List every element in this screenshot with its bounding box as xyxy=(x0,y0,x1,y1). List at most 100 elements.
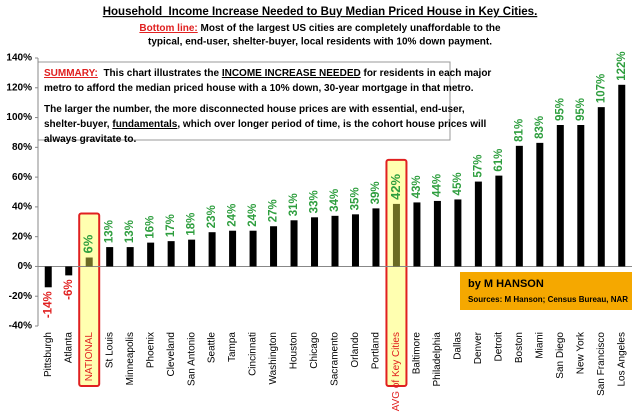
bar xyxy=(372,208,380,267)
summary-segment: This chart illustrates the xyxy=(98,68,222,79)
bar xyxy=(270,226,278,267)
value-label: 27% xyxy=(268,199,280,222)
summary-line: metro to afford the median priced house … xyxy=(44,83,474,94)
x-tick-label: Baltimore xyxy=(412,332,423,375)
author-box xyxy=(460,272,632,310)
bar xyxy=(290,220,298,267)
value-label: 18% xyxy=(186,213,198,236)
author: by M HANSON xyxy=(468,278,544,290)
subtitle: Bottom line: Most of the largest US citi… xyxy=(139,23,501,34)
x-tick-label: Orlando xyxy=(350,332,361,368)
highlight-box xyxy=(385,158,408,387)
y-tick-label: 20% xyxy=(12,231,32,242)
subtitle-lead: Bottom line: xyxy=(139,23,197,34)
y-tick-label: 80% xyxy=(12,142,32,153)
summary-segment: The larger the number, the more disconne… xyxy=(44,104,465,115)
bar xyxy=(311,217,319,267)
bar xyxy=(556,125,564,267)
summary-segment: INCOME INCREASE NEEDED xyxy=(222,68,361,79)
bar xyxy=(515,145,523,267)
y-tick-label: 40% xyxy=(12,202,32,213)
x-tick-label: Pittsburgh xyxy=(43,332,54,377)
summary-line: SUMMARY: This chart illustrates the INCO… xyxy=(44,68,491,79)
value-label: 17% xyxy=(165,214,177,237)
summary-segment: for residents in each major xyxy=(361,68,492,79)
subtitle-line: Most of the largest US cities are comple… xyxy=(201,23,501,34)
y-tick-label: 60% xyxy=(12,172,32,183)
value-label: 61% xyxy=(493,149,505,172)
y-tick-label: 100% xyxy=(6,112,32,123)
value-label: 95% xyxy=(554,98,566,121)
x-tick-label: Los Angeles xyxy=(616,332,627,387)
bar xyxy=(249,230,257,267)
value-label: 13% xyxy=(124,220,136,243)
value-label: 24% xyxy=(247,204,259,227)
x-tick-label: Chicago xyxy=(309,332,320,369)
value-label: 95% xyxy=(575,98,587,121)
bar xyxy=(351,214,359,267)
value-label: 6% xyxy=(81,234,96,253)
bar xyxy=(147,242,155,267)
bar xyxy=(413,202,421,267)
x-tick-label: Tampa xyxy=(227,332,238,362)
bar xyxy=(85,257,93,267)
x-tick-label: Houston xyxy=(289,332,300,369)
bar xyxy=(495,175,503,267)
y-tick-label: 140% xyxy=(6,53,32,64)
value-label: 13% xyxy=(104,220,116,243)
value-label: 34% xyxy=(329,189,341,212)
bar xyxy=(167,241,175,267)
bar xyxy=(597,107,605,267)
x-tick-label: Detroit xyxy=(494,332,505,362)
y-tick-label: 120% xyxy=(6,82,32,93)
x-tick-label: Denver xyxy=(473,331,484,364)
bar xyxy=(229,230,237,267)
value-label: 39% xyxy=(370,181,382,204)
value-label: 44% xyxy=(431,174,443,197)
x-tick-label: St Louis xyxy=(104,332,115,368)
value-label: 24% xyxy=(227,204,239,227)
bar xyxy=(392,203,400,267)
bar xyxy=(188,239,196,267)
bar xyxy=(44,266,52,288)
value-label: 81% xyxy=(513,119,525,142)
y-tick-label: -40% xyxy=(9,321,32,332)
bar xyxy=(618,84,626,267)
value-label: 83% xyxy=(534,116,546,139)
highlight-box xyxy=(78,212,101,387)
summary-segment: , which over longer period of time, is t… xyxy=(177,119,486,130)
bar xyxy=(577,125,585,267)
sources: Sources: M Hanson; Census Bureau, NAR xyxy=(468,295,628,304)
summary-segment: metro to afford the median priced house … xyxy=(44,83,474,94)
x-tick-label: Philadelphia xyxy=(432,332,443,387)
x-tick-label: Boston xyxy=(514,332,525,363)
bar xyxy=(106,247,114,267)
x-tick-label: Sacramento xyxy=(330,332,341,386)
bar xyxy=(208,232,216,267)
value-label: 33% xyxy=(309,190,321,213)
x-tick-label: Cleveland xyxy=(166,332,177,376)
value-label: 16% xyxy=(145,216,157,239)
bar xyxy=(536,142,544,267)
value-label: 57% xyxy=(472,155,484,178)
value-label: 45% xyxy=(452,172,464,195)
y-tick-label: 0% xyxy=(18,261,33,272)
summary-segment: SUMMARY: xyxy=(44,68,98,79)
value-label: 42% xyxy=(388,173,403,199)
x-tick-label: Miami xyxy=(534,332,545,359)
y-tick-label: -20% xyxy=(9,291,32,302)
summary-segment: fundamentals xyxy=(112,119,177,130)
value-label: 122% xyxy=(616,51,628,80)
x-tick-label: San Francisco xyxy=(596,332,607,396)
x-tick-label: Minneapolis xyxy=(125,332,136,385)
bar xyxy=(126,247,134,267)
x-tick-label: San Diego xyxy=(555,332,566,379)
value-label: 31% xyxy=(288,193,300,216)
x-tick-label: NATIONAL xyxy=(84,332,95,382)
summary-segment: always gravitate to. xyxy=(44,134,136,145)
x-tick-label: Atlanta xyxy=(63,332,74,364)
bar xyxy=(474,181,482,267)
bar xyxy=(331,215,339,267)
